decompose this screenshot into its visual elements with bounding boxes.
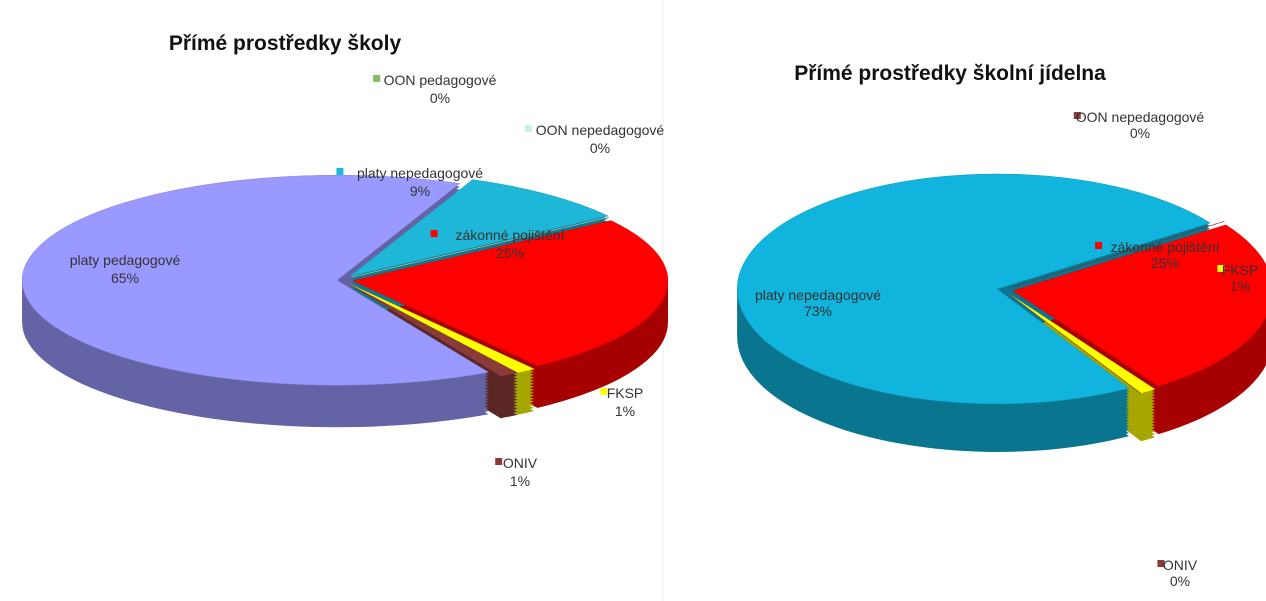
data-label: platy pedagogové 65% <box>70 252 181 286</box>
pie-slice <box>21 174 490 386</box>
data-label: FKSP 1% <box>607 385 644 419</box>
legend-marker <box>1157 560 1165 567</box>
legend-marker <box>600 388 608 395</box>
data-label: platy nepedagogové 9% <box>357 165 483 199</box>
data-label: ONIV 0% <box>1163 557 1198 589</box>
category-label: platy nepedagogové <box>357 165 483 181</box>
category-label: OON nepedagogové <box>1076 109 1205 125</box>
category-label: OON pedagogové <box>384 72 497 88</box>
data-label: zákonné pojištění 25% <box>456 227 565 261</box>
pie-slice <box>1009 293 1156 394</box>
legend-marker <box>744 290 752 297</box>
category-label: FKSP <box>1222 262 1259 278</box>
value-label: 1% <box>615 403 635 419</box>
value-label: 65% <box>111 270 139 286</box>
legend-marker <box>1217 265 1225 272</box>
pie-slice <box>1012 224 1266 387</box>
category-label: FKSP <box>607 385 644 401</box>
pie-slice <box>1008 293 1141 394</box>
category-label: platy nepedagogové <box>755 287 881 303</box>
legend-marker <box>336 168 344 175</box>
value-label: 25% <box>496 245 524 261</box>
data-label: FKSP 1% <box>1222 262 1259 294</box>
legend-marker <box>1073 112 1081 119</box>
value-label: 25% <box>1151 255 1179 271</box>
data-label: zákonné pojištění 25% <box>1111 239 1220 271</box>
legend-marker <box>1095 242 1103 249</box>
category-label: zákonné pojištění <box>1111 239 1220 255</box>
pie-slice <box>352 220 669 367</box>
value-label: 0% <box>1170 573 1190 589</box>
legend-marker <box>430 230 438 237</box>
data-label: ONIV 1% <box>503 455 538 489</box>
data-label: OON nepedagogové 0% <box>536 122 665 156</box>
value-label: 9% <box>410 183 430 199</box>
value-label: 0% <box>1130 125 1150 141</box>
chart-title: Přímé prostředky školy <box>169 32 402 55</box>
category-label: platy pedagogové <box>70 252 181 268</box>
pie-slice <box>736 173 1211 405</box>
data-label: platy nepedagogové 73% <box>755 287 881 319</box>
legend-marker <box>495 458 503 465</box>
category-label: ONIV <box>1163 557 1198 573</box>
value-label: 0% <box>430 90 450 106</box>
data-label: OON nepedagogové 0% <box>1076 109 1205 141</box>
pie-slice <box>1011 221 1225 288</box>
value-label: 1% <box>1230 278 1250 294</box>
chart-title: Přímé prostředky školní jídelna <box>794 62 1106 85</box>
pie-slice <box>349 179 609 277</box>
pie-slice <box>349 283 535 373</box>
legend-marker <box>524 125 532 132</box>
legend-marker <box>373 75 381 82</box>
pie-slice <box>351 216 610 278</box>
category-label: ONIV <box>503 455 538 471</box>
legend-marker <box>49 255 57 262</box>
category-label: zákonné pojištění <box>456 227 565 243</box>
category-label: OON nepedagogové <box>536 122 665 138</box>
pie-slice <box>348 283 519 377</box>
value-label: 0% <box>590 140 610 156</box>
value-label: 1% <box>510 473 530 489</box>
data-label: OON pedagogové 0% <box>384 72 497 106</box>
value-label: 73% <box>804 303 832 319</box>
